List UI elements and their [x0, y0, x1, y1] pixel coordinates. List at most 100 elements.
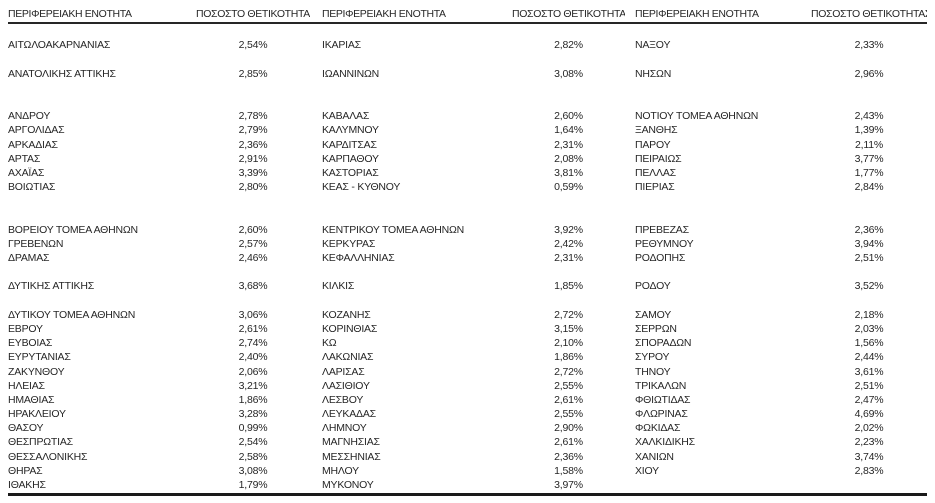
column-gutter: [310, 464, 322, 478]
positivity-value: 2,33%: [854, 39, 884, 52]
column-gutter: [310, 123, 322, 137]
region-name: ΚΑΛΥΜΝΟΥ: [322, 124, 379, 137]
positivity-value: 3,06%: [238, 308, 268, 321]
region-name: ΑΝΑΤΟΛΙΚΗΣ ΑΤΤΙΚΗΣ: [8, 67, 116, 80]
positivity-value: 2,55%: [554, 379, 583, 392]
region-name: ΑΡΚΑΔΙΑΣ: [8, 138, 58, 151]
positivity-value: 3,77%: [854, 152, 884, 165]
table-row: ΗΡΑΚΛΕΙΟΥ 3,28% ΛΕΥΚΑΔΑΣ 2,55% ΦΛΩΡΙΝΑΣ …: [8, 407, 927, 421]
column-gutter: [310, 67, 322, 81]
region-name: [635, 478, 811, 492]
table-row: [8, 194, 927, 208]
table-row: ΔΡΑΜΑΣ 2,46% ΚΕΦΑΛΛΗΝΙΑΣ 2,31% ΡΟΔΟΠΗΣ 2…: [8, 251, 927, 265]
positivity-value: 3,21%: [238, 379, 268, 392]
positivity-value: 2,60%: [554, 110, 583, 123]
positivity-value: [196, 194, 310, 208]
positivity-value: 2,91%: [238, 152, 268, 165]
region-name: ΠΕΛΛΑΣ: [635, 166, 676, 179]
column-gutter: [310, 435, 322, 449]
region-name: [322, 24, 512, 38]
region-name: ΛΑΣΙΘΙΟΥ: [322, 379, 370, 392]
column-gutter: [310, 81, 322, 95]
positivity-value: [196, 95, 310, 109]
table-row: ΕΥΒΟΙΑΣ 2,74% ΚΩ 2,10% ΣΠΟΡΑΔΩΝ 1,56%: [8, 336, 927, 350]
region-name: ΑΝΔΡΟΥ: [8, 110, 51, 123]
region-name: ΤΗΝΟΥ: [635, 365, 671, 378]
positivity-value: 2,84%: [854, 181, 884, 194]
region-name: ΞΑΝΘΗΣ: [635, 124, 678, 137]
positivity-value: [196, 208, 310, 222]
positivity-value: 2,31%: [554, 252, 583, 264]
region-name: ΘΕΣΠΡΩΤΙΑΣ: [8, 436, 73, 449]
column-gutter: [310, 279, 322, 293]
region-name: ΦΩΚΙΔΑΣ: [635, 422, 681, 435]
region-name: [635, 81, 811, 95]
column-gutter: [625, 67, 635, 81]
positivity-value: 3,94%: [854, 237, 884, 250]
column-gutter: [625, 279, 635, 293]
column-gutter: [625, 180, 635, 194]
positivity-value: 2,44%: [854, 351, 884, 364]
region-name: ΚΕΑΣ - ΚΥΘΝΟΥ: [322, 181, 401, 194]
column-gutter: [625, 81, 635, 95]
region-name: [322, 194, 512, 208]
positivity-value: [512, 265, 625, 279]
positivity-value: [196, 81, 310, 95]
region-name: ΣΕΡΡΩΝ: [635, 322, 677, 335]
column-gutter: [310, 152, 322, 166]
region-name: ΠΕΙΡΑΙΩΣ: [635, 152, 682, 165]
column-gutter: [310, 478, 322, 492]
positivity-value: 2,03%: [854, 322, 884, 335]
region-name: [635, 294, 811, 308]
positivity-value: 1,86%: [554, 351, 583, 364]
region-name: ΣΥΡΟΥ: [635, 351, 670, 364]
region-name: ΗΜΑΘΙΑΣ: [8, 393, 55, 406]
positivity-value: [196, 52, 310, 66]
positivity-value: 2,42%: [554, 237, 583, 250]
column-header-positivity: ΠΟΣΟΣΤΟ ΘΕΤΙΚΟΤΗΤΑΣ: [196, 8, 310, 20]
positivity-value: 3,61%: [854, 365, 884, 378]
column-gutter: [625, 152, 635, 166]
positivity-value: [512, 208, 625, 222]
region-name: ΙΚΑΡΙΑΣ: [322, 39, 361, 52]
column-header-region: ΠΕΡΙΦΕΡΕΙΑΚΗ ΕΝΟΤΗΤΑ: [8, 8, 132, 20]
region-name: ΚΑΡΔΙΤΣΑΣ: [322, 138, 377, 151]
region-name: ΡΕΘΥΜΝΟΥ: [635, 237, 694, 250]
region-name: ΧΑΛΚΙΔΙΚΗΣ: [635, 436, 695, 449]
table-row: [8, 208, 927, 222]
positivity-value: 0,99%: [238, 422, 268, 435]
column-gutter: [625, 322, 635, 336]
positivity-value: 2,58%: [238, 450, 268, 463]
column-header-positivity: ΠΟΣΟΣΤΟ ΘΕΤΙΚΟΤΗΤΑΣ: [512, 8, 625, 20]
column-gutter: [625, 138, 635, 152]
positivity-value: 3,08%: [238, 464, 268, 477]
region-name: ΚΕΡΚΥΡΑΣ: [322, 237, 376, 250]
positivity-value: 3,68%: [238, 280, 268, 293]
column-gutter: [310, 24, 322, 38]
positivity-value: 2,74%: [238, 337, 268, 350]
column-gutter: [310, 421, 322, 435]
table-row: [8, 81, 927, 95]
positivity-value: 2,06%: [238, 365, 268, 378]
column-gutter: [625, 38, 635, 52]
column-header-region: ΠΕΡΙΦΕΡΕΙΑΚΗ ΕΝΟΤΗΤΑ: [635, 8, 759, 20]
positivity-value: 2,61%: [238, 322, 268, 335]
positivity-value: 2,36%: [554, 450, 583, 463]
region-name: ΡΟΔΟΠΗΣ: [635, 252, 686, 264]
column-gutter: [310, 52, 322, 66]
region-name: ΧΑΝΙΩΝ: [635, 450, 674, 463]
positivity-value: 2,11%: [855, 138, 883, 151]
region-name: [322, 294, 512, 308]
region-name: [322, 208, 512, 222]
table-row: ΔΥΤΙΚΟΥ ΤΟΜΕΑ ΑΘΗΝΩΝ 3,06% ΚΟΖΑΝΗΣ 2,72%…: [8, 308, 927, 322]
region-name: ΧΙΟΥ: [635, 464, 659, 477]
table-row: ΑΝΔΡΟΥ 2,78% ΚΑΒΑΛΑΣ 2,60% ΝΟΤΙΟΥ ΤΟΜΕΑ …: [8, 109, 927, 123]
positivity-value: 2,54%: [238, 436, 268, 449]
region-name: ΘΑΣΟΥ: [8, 422, 44, 435]
region-name: [8, 194, 196, 208]
positivity-value: 0,59%: [554, 181, 583, 194]
positivity-value: 2,72%: [554, 365, 583, 378]
table-row: ΙΘΑΚΗΣ 1,79% ΜΥΚΟΝΟΥ 3,97%: [8, 478, 927, 492]
column-gutter: [310, 393, 322, 407]
positivity-value: [811, 208, 927, 222]
